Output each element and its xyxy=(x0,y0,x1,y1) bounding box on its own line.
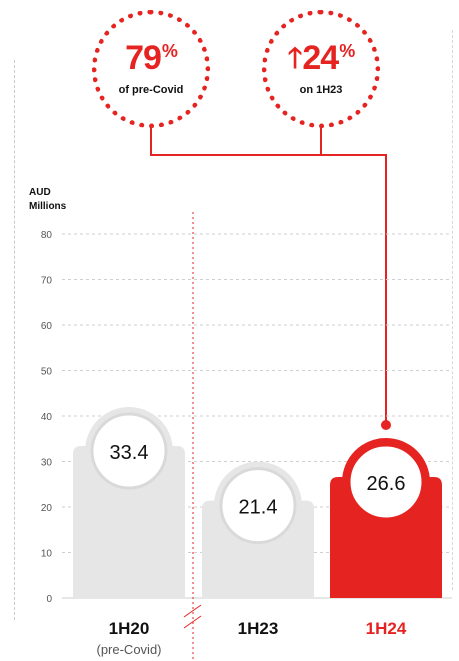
y-tick-label: 60 xyxy=(41,321,53,332)
left-divider xyxy=(14,60,15,620)
y-tick-label: 40 xyxy=(41,412,53,423)
y-tick-label: 20 xyxy=(41,503,53,514)
y-tick-label: 10 xyxy=(41,549,53,560)
callout-growth-value: 🡑24% xyxy=(287,39,355,77)
y-axis-unit-label: AUD Millions xyxy=(29,187,67,212)
y-tick-label: 80 xyxy=(41,230,53,241)
callout-growth: 🡑24% on 1H23 xyxy=(262,10,380,128)
up-arrow-icon: 🡑 xyxy=(287,42,303,73)
connector-dot xyxy=(381,420,391,430)
axis-break-icon xyxy=(183,604,202,629)
category-sublabel: (pre-Covid) xyxy=(96,642,161,657)
y-tick-label: 30 xyxy=(41,458,53,469)
value-label-circle xyxy=(90,412,168,490)
y-tick-label: 0 xyxy=(46,594,52,605)
value-label: 21.4 xyxy=(239,497,278,519)
y-tick-label: 70 xyxy=(41,276,53,287)
value-label-circle xyxy=(219,467,297,545)
value-label: 26.6 xyxy=(367,473,406,495)
callout-growth-caption: on 1H23 xyxy=(299,84,343,96)
callout-pre-covid-caption: of pre-Covid xyxy=(118,84,184,96)
callout-pre-covid: 79% of pre-Covid xyxy=(92,10,210,128)
callout-pre-covid-value: 79% xyxy=(125,39,178,77)
right-divider xyxy=(452,30,453,590)
y-tick-label: 50 xyxy=(41,367,53,378)
value-label: 33.4 xyxy=(110,442,149,464)
value-label-circle xyxy=(347,443,425,521)
category-label: 1H20 xyxy=(109,619,150,638)
category-label: 1H23 xyxy=(238,619,279,638)
category-label: 1H24 xyxy=(366,619,407,638)
